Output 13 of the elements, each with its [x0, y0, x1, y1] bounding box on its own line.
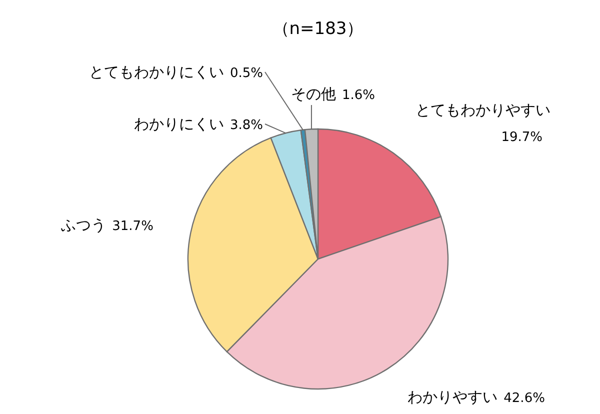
slice-label: その他	[290, 85, 336, 103]
data-label: 3.8%	[230, 118, 263, 133]
slice-label: わかりやすい	[408, 388, 498, 406]
slice-label: とてもわかりやすい	[416, 101, 551, 120]
slice-label: わかりにくい	[134, 115, 224, 133]
data-label: 19.7%	[501, 130, 543, 146]
slice-label: ふつう	[61, 216, 106, 234]
data-label: 1.6%	[342, 88, 376, 103]
data-label: 42.6%	[504, 391, 545, 406]
data-label: 0.5%	[230, 66, 263, 81]
slice-label: とてもわかりにくい	[88, 63, 224, 81]
chart-title: （n=183）	[272, 19, 364, 39]
data-label: 31.7%	[112, 219, 154, 234]
